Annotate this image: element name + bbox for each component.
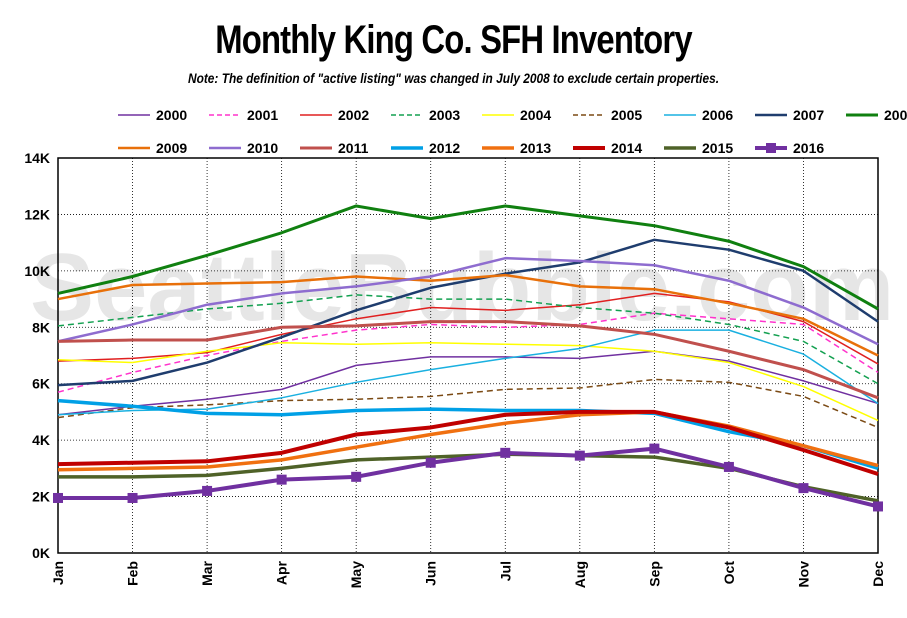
data-point-2016 (798, 483, 809, 494)
legend-item-2010: 2010 (209, 140, 278, 156)
series-line-2014 (57, 409, 879, 476)
series-line-2005 (57, 378, 879, 429)
legend-item-2007: 2007 (755, 107, 824, 123)
legend-label: 2015 (702, 140, 733, 156)
series-line-2004 (57, 342, 879, 422)
x-tick-label: Sep (646, 561, 662, 587)
chart-title: Monthly King Co. SFH Inventory (215, 18, 692, 62)
data-point-2016 (500, 447, 511, 458)
legend-label: 2000 (156, 107, 187, 123)
series-line-2011 (57, 320, 879, 400)
legend-item-2008: 2008 (846, 107, 907, 123)
data-point-2016 (53, 492, 63, 503)
legend-item-2016: 2016 (755, 140, 824, 156)
x-tick-label: Jan (50, 561, 66, 585)
legend-item-2005: 2005 (573, 107, 642, 123)
y-tick-label: 2K (32, 489, 50, 505)
y-tick-label: 10K (24, 263, 50, 279)
x-tick-label: Apr (274, 560, 290, 585)
data-point-2016 (276, 474, 287, 485)
series-line-2000 (57, 350, 879, 416)
series-line-2008 (57, 204, 879, 311)
series-line-2009 (57, 273, 879, 357)
legend-label: 2013 (520, 140, 551, 156)
x-tick-label: Mar (199, 560, 215, 585)
legend-item-2001: 2001 (209, 107, 278, 123)
legend-label: 2008 (884, 107, 907, 123)
series-line-2006 (57, 329, 879, 416)
legend-label: 2012 (429, 140, 460, 156)
series-line-2012 (57, 398, 879, 471)
legend-item-2011: 2011 (300, 140, 369, 156)
data-point-2016 (425, 457, 436, 468)
x-tick-label: Jun (423, 561, 439, 586)
legend-item-2004: 2004 (482, 107, 551, 123)
x-tick-label: Nov (795, 561, 811, 588)
x-tick-label: Dec (870, 561, 886, 587)
legend-item-2015: 2015 (664, 140, 733, 156)
legend-item-2012: 2012 (391, 140, 460, 156)
y-tick-label: 4K (32, 432, 50, 448)
legend-label: 2004 (520, 107, 551, 123)
legend-label: 2010 (247, 140, 278, 156)
y-tick-label: 6K (32, 376, 50, 392)
y-axis-ticks: 0K 2K 4K 6K 8K 10K 12K 14K (24, 150, 50, 561)
data-point-2016 (873, 501, 883, 512)
legend-label: 2016 (793, 140, 824, 156)
y-tick-label: 0K (32, 545, 50, 561)
legend: 2000 2001 2002 2003 2004 2005 2006 2007 2008 2009… (118, 107, 907, 156)
legend-item-2006: 2006 (664, 107, 733, 123)
legend-label: 2003 (429, 107, 460, 123)
series-line-2016 (58, 446, 879, 509)
series-line-2007 (57, 238, 879, 387)
data-point-2016 (574, 450, 585, 461)
legend-item-2002: 2002 (300, 107, 369, 123)
data-point-2016 (723, 461, 734, 472)
legend-item-2009: 2009 (118, 140, 187, 156)
x-tick-label: Aug (572, 561, 588, 588)
series-line-2010 (57, 256, 879, 346)
data-point-2016 (351, 471, 362, 482)
y-tick-label: 12K (24, 206, 50, 222)
x-tick-label: Feb (125, 561, 141, 586)
data-point-2016 (127, 492, 138, 503)
legend-label: 2001 (247, 107, 278, 123)
legend-item-2014: 2014 (573, 140, 642, 156)
x-axis-ticks: Jan Feb Mar Apr May Jun Jul Aug Sep Oct Nov Dec (50, 560, 886, 588)
data-point-2016 (649, 443, 660, 454)
series-line-2003 (57, 294, 879, 385)
legend-label: 2009 (156, 140, 187, 156)
legend-label: 2014 (611, 140, 642, 156)
legend-label: 2007 (793, 107, 824, 123)
x-tick-label: Oct (721, 561, 737, 585)
legend-label: 2002 (338, 107, 369, 123)
series-layer (53, 204, 883, 512)
legend-label: 2006 (702, 107, 733, 123)
x-tick-label: May (348, 561, 364, 588)
legend-item-2013: 2013 (482, 140, 551, 156)
chart-subtitle: Note: The definition of "active listing"… (187, 70, 720, 86)
series-line-2001 (57, 312, 879, 393)
data-point-2016 (202, 485, 213, 496)
legend-label: 2011 (338, 140, 369, 156)
legend-item-2003: 2003 (391, 107, 460, 123)
legend-label: 2005 (611, 107, 642, 123)
y-tick-label: 8K (32, 319, 50, 335)
legend-item-2000: 2000 (118, 107, 187, 123)
legend-marker (766, 143, 776, 153)
x-tick-label: Jul (497, 561, 513, 581)
y-tick-label: 14K (24, 150, 50, 166)
